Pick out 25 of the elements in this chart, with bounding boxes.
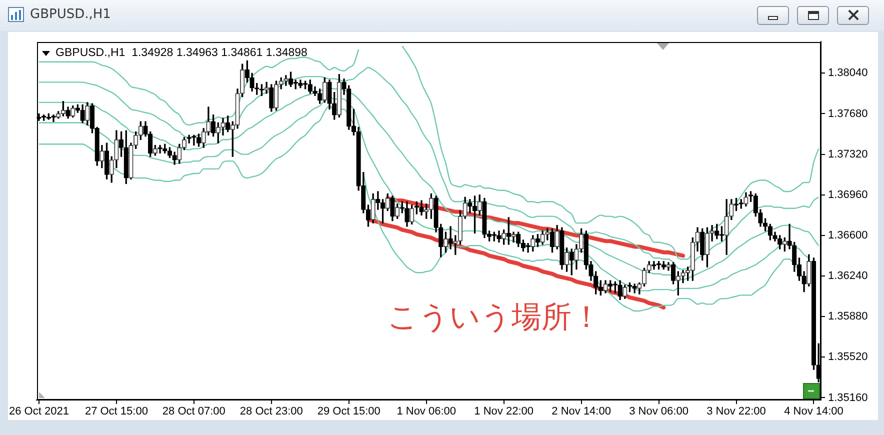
y-tick-label: 1.35520: [828, 351, 868, 364]
y-tick-label: 1.36240: [828, 270, 868, 282]
x-tick-label: 27 Oct 15:00: [84, 406, 148, 418]
y-tick-label: 1.35160: [828, 392, 868, 404]
x-tick-label: 28 Oct 23:00: [240, 406, 303, 418]
x-tick-label: 1 Nov 06:00: [396, 406, 456, 418]
x-tick-label: 28 Oct 07:00: [162, 406, 226, 418]
annotation: こういう場所！: [388, 300, 602, 336]
y-tick-label: 1.37680: [828, 108, 868, 120]
y-tick-label: 1.38040: [828, 67, 868, 80]
candlestick: [448, 226, 453, 250]
x-tick-label: 4 Nov 14:00: [784, 406, 844, 418]
y-tick-label: 1.35880: [828, 310, 868, 323]
x-tick-label: 3 Nov 22:00: [706, 406, 766, 418]
x-tick-label: 3 Nov 06:00: [629, 406, 688, 418]
x-tick-label: 2 Nov 14:00: [552, 406, 611, 418]
x-tick-label: 29 Oct 15:00: [317, 406, 380, 418]
y-tick-label: 1.36600: [828, 229, 868, 242]
chart-title: GBPUSD.,H1: [30, 7, 111, 22]
x-tick-label: 1 Nov 22:00: [474, 406, 534, 418]
y-tick-label: 1.36960: [828, 188, 868, 201]
y-tick-label: 1.37320: [828, 148, 868, 160]
chart-subtitle: GBPUSD.,H1 1.34928 1.34963 1.34861 1.34898: [56, 46, 308, 60]
x-tick-label: 26 Oct 2021: [9, 406, 69, 418]
candlestick: [787, 224, 792, 250]
